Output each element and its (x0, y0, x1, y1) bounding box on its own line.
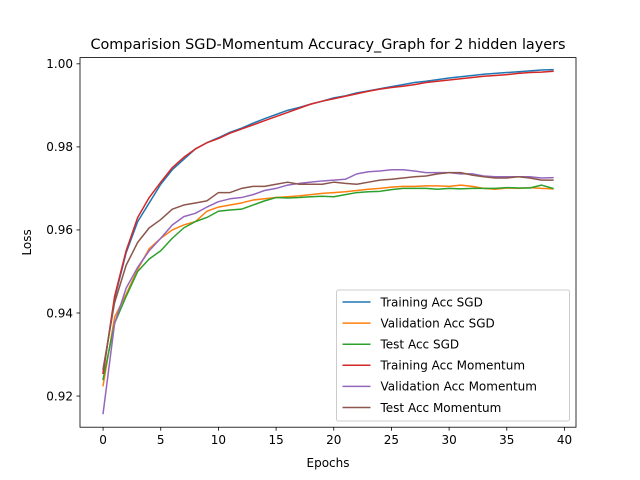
plot-frame (79, 57, 577, 428)
legend-label-3: Test Acc SGD (380, 338, 460, 352)
x-tick-label: 30 (441, 433, 456, 447)
y-tick-label: 0.98 (46, 140, 73, 154)
x-tick-label: 10 (211, 433, 226, 447)
legend-label-1: Training Acc SGD (380, 295, 483, 309)
x-tick-label: 40 (557, 433, 572, 447)
x-tick-label: 5 (157, 433, 165, 447)
series-line-2 (102, 184, 554, 387)
x-tick-label: 35 (499, 433, 514, 447)
y-axis-label: Loss (20, 229, 34, 255)
y-axis-ticks: 0.92 0.94 0.96 0.98 1.00 (46, 57, 80, 403)
x-axis-label: Epochs (307, 456, 350, 470)
legend-label-5: Validation Acc Momentum (381, 380, 537, 394)
legend-label-4: Training Acc Momentum (380, 359, 526, 373)
series-line-6 (102, 171, 554, 370)
series-line-5 (102, 168, 554, 415)
y-tick-label: 1.00 (46, 57, 73, 71)
chart-title: Comparision SGD-Momentum Accuracy_Graph … (90, 37, 565, 53)
series-line-3 (102, 184, 554, 381)
legend: Training Acc SGD Validation Acc SGD Test A… (336, 289, 570, 422)
x-axis-ticks: 0 5 10 15 20 25 30 35 40 (99, 427, 572, 447)
legend-box (336, 289, 570, 422)
legend-label-6: Test Acc Momentum (380, 401, 502, 415)
x-tick-label: 15 (268, 433, 283, 447)
y-tick-label: 0.94 (46, 306, 73, 320)
x-tick-label: 0 (99, 433, 107, 447)
x-tick-label: 20 (326, 433, 341, 447)
series-line-4 (102, 70, 554, 375)
legend-label-2: Validation Acc SGD (381, 316, 495, 330)
x-tick-label: 25 (384, 433, 399, 447)
y-tick-label: 0.96 (46, 223, 73, 237)
y-tick-label: 0.92 (46, 389, 73, 403)
series-layer (102, 68, 554, 415)
